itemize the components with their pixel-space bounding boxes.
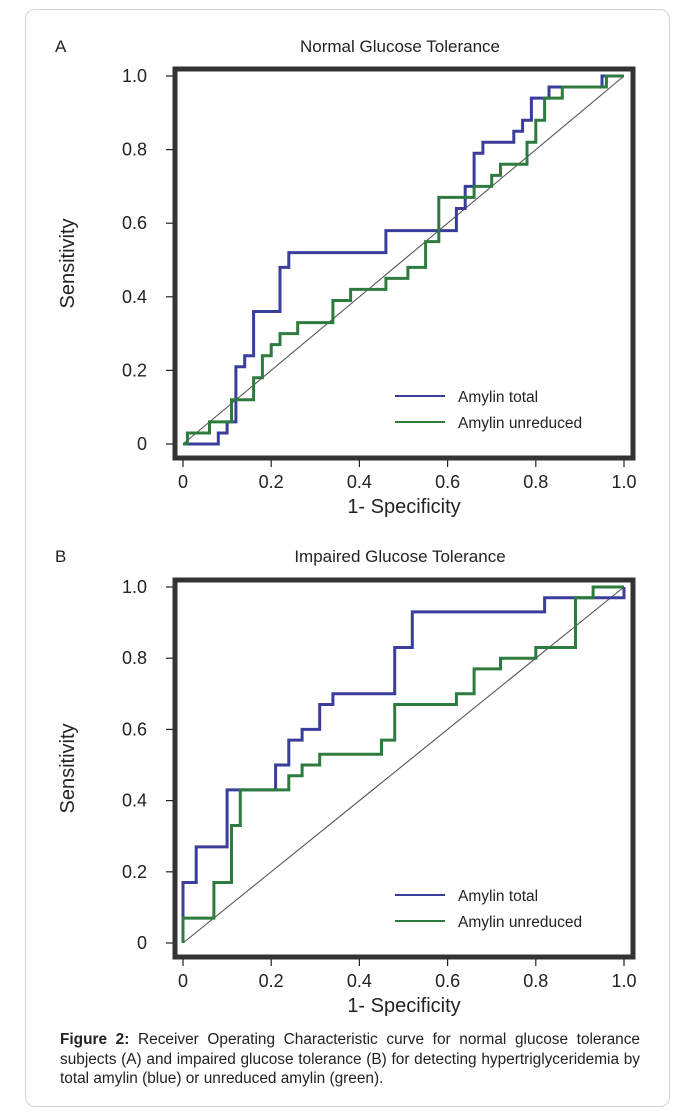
series-line-a-amylin-total xyxy=(183,74,624,446)
x-axis-label-a: 1- Specificity xyxy=(347,496,460,518)
x-tick-label-a: 0.4 xyxy=(347,472,372,492)
panel-label-b: B xyxy=(55,547,66,566)
y-axis-label-b: Sensitivity xyxy=(57,723,79,813)
x-tick-label-b: 0.8 xyxy=(523,971,548,991)
x-tick-label-a: 1.0 xyxy=(611,472,636,492)
panel-title-a: Normal Glucose Tolerance xyxy=(300,37,500,56)
series-line-a-amylin-unreduced xyxy=(183,74,624,446)
x-axis-label-b: 1- Specificity xyxy=(347,995,460,1017)
reference-diagonal-a xyxy=(182,75,625,445)
x-tick-label-a: 0.6 xyxy=(435,472,460,492)
y-tick-label-b: 1.0 xyxy=(122,577,147,597)
caption-text: Receiver Operating Characteristic curve … xyxy=(60,1031,640,1087)
series-line-b-amylin-total xyxy=(181,587,626,943)
figure-caption: Figure 2: Receiver Operating Characteris… xyxy=(60,1030,640,1089)
y-tick-label-b: 0.6 xyxy=(122,719,147,739)
figure-frame xyxy=(25,9,670,1107)
reference-diagonal-b xyxy=(182,586,625,944)
legend-label-b-amylin-unreduced: Amylin unreduced xyxy=(458,914,582,931)
x-tick-label-b: 0.6 xyxy=(435,971,460,991)
x-tick-label-b: 1.0 xyxy=(611,971,636,991)
x-tick-label-a: 0.8 xyxy=(523,472,548,492)
legend-label-a-amylin-unreduced: Amylin unreduced xyxy=(458,415,582,432)
x-tick-label-a: 0 xyxy=(178,472,188,492)
legend-label-b-amylin-total: Amylin total xyxy=(458,888,538,905)
x-tick-label-b: 0.2 xyxy=(259,971,284,991)
y-tick-label-b: 0 xyxy=(137,933,147,953)
y-tick-label-a: 0 xyxy=(137,434,147,454)
y-tick-label-a: 1.0 xyxy=(122,66,147,86)
y-tick-label-a: 0.4 xyxy=(122,287,147,307)
y-tick-label-b: 0.4 xyxy=(122,791,147,811)
y-tick-label-b: 0.8 xyxy=(122,648,147,668)
y-tick-label-b: 0.2 xyxy=(122,862,147,882)
y-tick-label-a: 0.2 xyxy=(122,360,147,380)
y-tick-label-a: 0.6 xyxy=(122,213,147,233)
legend-label-a-amylin-total: Amylin total xyxy=(458,389,538,406)
x-tick-label-b: 0 xyxy=(178,971,188,991)
x-tick-label-b: 0.4 xyxy=(347,971,372,991)
y-axis-label-a: Sensitivity xyxy=(57,218,79,308)
caption-label: Figure 2: xyxy=(60,1031,130,1048)
y-tick-label-a: 0.8 xyxy=(122,140,147,160)
series-line-b-amylin-unreduced xyxy=(181,585,624,943)
panel-title-b: Impaired Glucose Tolerance xyxy=(294,547,505,566)
x-tick-label-a: 0.2 xyxy=(259,472,284,492)
panel-label-a: A xyxy=(55,37,67,56)
plot-frame-a xyxy=(172,66,636,461)
plot-frame-b xyxy=(172,577,636,960)
